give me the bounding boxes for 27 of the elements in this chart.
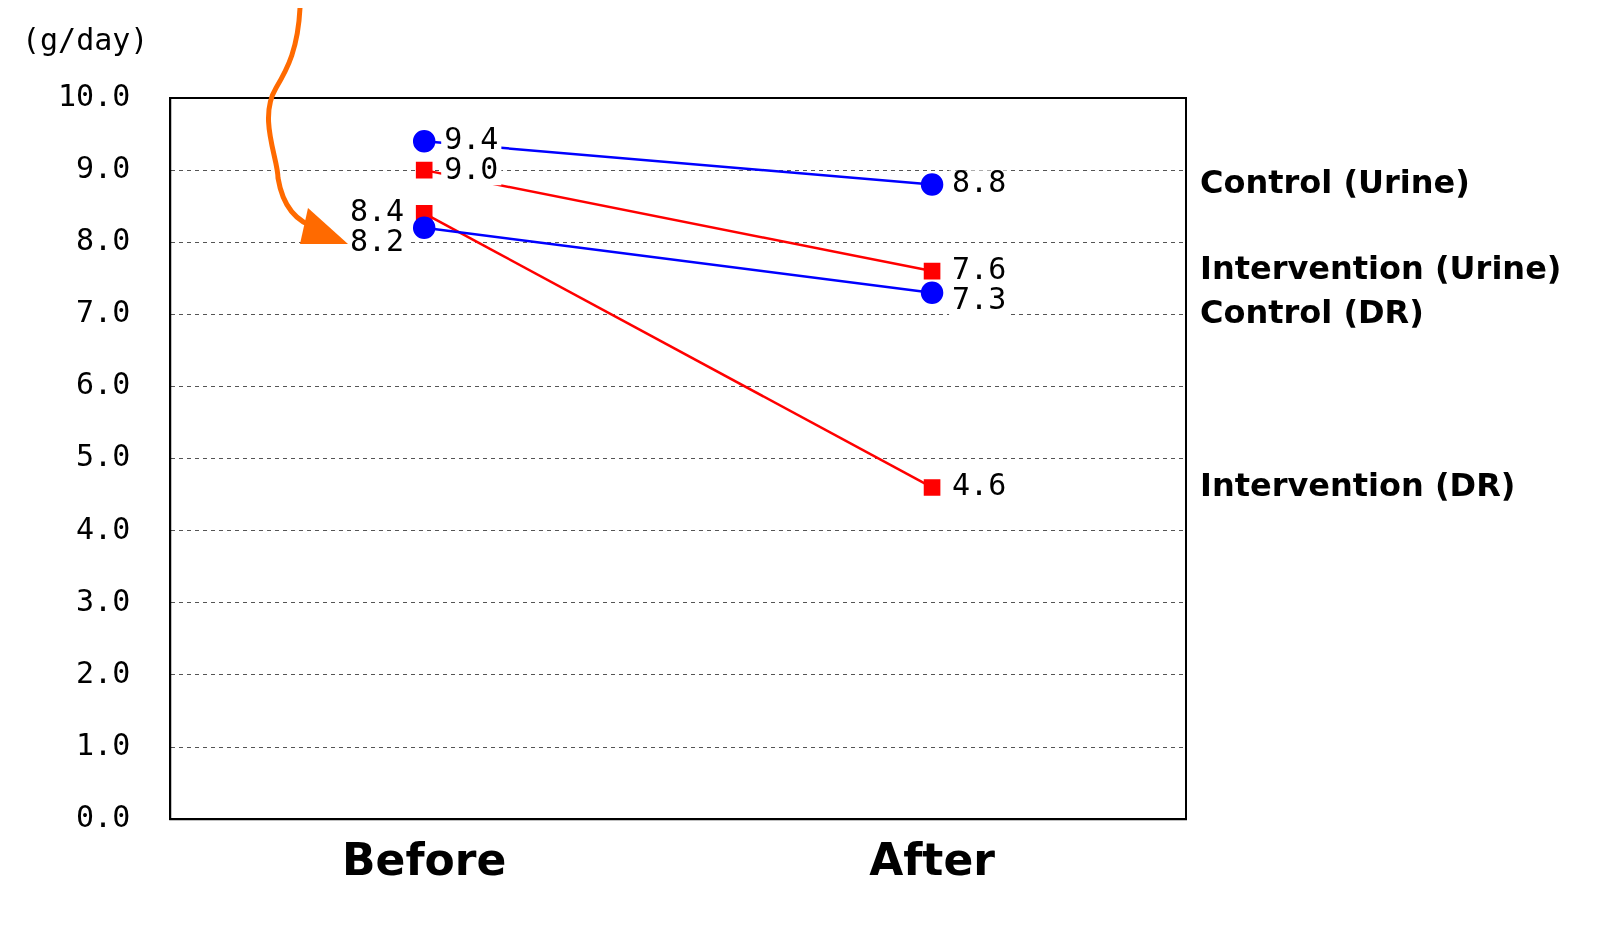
y-tick-label: 4.0	[76, 510, 131, 546]
text: Control (Urine)	[1200, 162, 1470, 201]
y-tick-label: 7.0	[76, 294, 131, 330]
y-tick-label: 2.0	[76, 654, 131, 690]
x-tick-label: Before	[342, 834, 507, 886]
y-tick-label: 8.0	[76, 222, 131, 258]
point	[923, 262, 941, 280]
text: Control (DR)	[1200, 293, 1424, 332]
y-tick-label: 5.0	[76, 438, 131, 474]
text: Intervention (Urine)	[1200, 249, 1562, 288]
point	[412, 130, 436, 153]
text: Intervention (DR)	[1200, 465, 1516, 504]
y-tick-label: 0.0	[76, 799, 131, 834]
y-tick-label: 1.0	[76, 726, 131, 762]
y-tick-label: 10.0	[58, 77, 131, 113]
point	[920, 173, 944, 196]
y-tick-label: 3.0	[76, 582, 131, 618]
y-tick-label: 6.0	[76, 366, 131, 402]
point	[920, 281, 944, 304]
data-label: 8.8	[952, 164, 1007, 200]
y-axis-title: (g/day)	[22, 21, 149, 57]
x-tick-label: After	[869, 834, 996, 886]
y-tick-label: 9.0	[76, 149, 131, 185]
data-label: 4.6	[952, 467, 1007, 503]
point	[412, 216, 436, 240]
point	[923, 479, 941, 496]
point	[415, 161, 433, 179]
